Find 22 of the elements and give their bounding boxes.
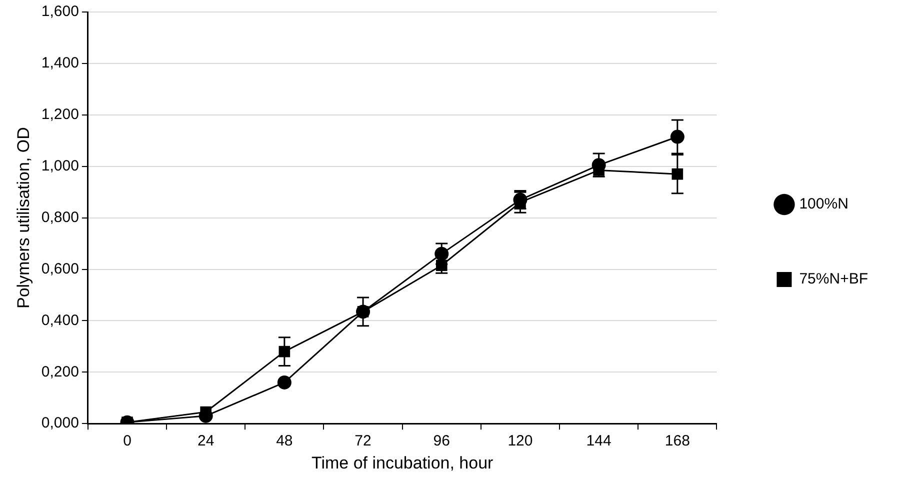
y-tick-label: 1,200	[41, 106, 79, 124]
x-tick-label: 168	[664, 432, 690, 450]
legend-label: 100%N	[799, 196, 848, 213]
x-tick-label: 144	[586, 432, 612, 450]
x-axis-title: Time of incubation, hour	[311, 453, 494, 472]
legend-label: 75%N+BF	[799, 270, 868, 288]
y-tick-label: 0,000	[41, 414, 79, 432]
y-tick-label: 0,200	[41, 363, 79, 380]
x-tick-label: 72	[354, 432, 372, 450]
y-tick-label: 1,600	[41, 3, 79, 20]
x-tick-label: 96	[433, 432, 450, 450]
y-tick-label: 0,800	[41, 208, 79, 226]
y-tick-label: 1,400	[41, 54, 79, 72]
y-tick-label: 0,600	[41, 260, 79, 278]
x-tick-label: 24	[197, 432, 214, 450]
x-tick-label: 120	[508, 432, 533, 450]
y-tick-label: 1,000	[41, 157, 79, 174]
x-tick-label: 0	[123, 432, 132, 450]
x-tick-label: 48	[276, 432, 293, 450]
point	[277, 375, 292, 390]
y-tick-label: 0,400	[41, 312, 79, 329]
y-axis-title: Polymers utilisation, OD	[14, 127, 33, 308]
